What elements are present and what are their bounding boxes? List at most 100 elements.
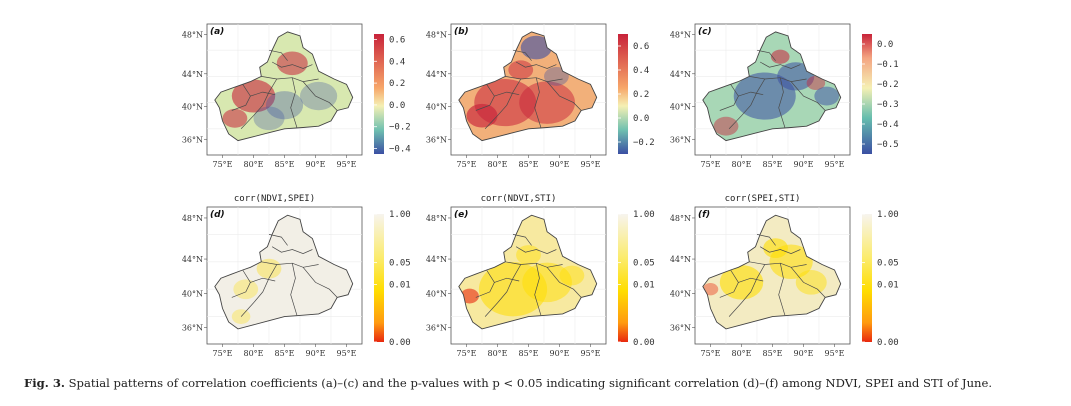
colorbar-tick-label: 0.6 — [389, 35, 405, 45]
lon-tick-label: 85°E — [274, 160, 294, 169]
colorbar-tick-label: −0.5 — [877, 140, 899, 150]
panel-a: (a) 48°N 44°N 40°N 36°N 75°E 80°E 85°E 90°E 95°E 0… — [182, 23, 411, 169]
lon-tick-label: 80°E — [243, 349, 263, 358]
boundary-line — [759, 246, 801, 254]
colorbar — [618, 214, 628, 342]
colorbar — [618, 34, 628, 154]
lat-tick-label: 44°N — [182, 70, 203, 79]
panel-label: (a) — [210, 27, 224, 37]
colorbar-tick-label: 1.00 — [633, 210, 655, 220]
boundary-line — [738, 91, 764, 97]
boundary-line — [231, 269, 251, 298]
lon-tick-label: 80°E — [243, 160, 263, 169]
lon-tick-label: 75°E — [212, 160, 232, 169]
lat-tick-label: 40°N — [426, 289, 447, 298]
colorbar-tick-label: 0.01 — [633, 280, 655, 290]
panel-label: (f) — [698, 210, 710, 220]
boundary-line — [512, 49, 532, 61]
pattern-patch — [233, 279, 259, 300]
boundary-line — [515, 246, 557, 254]
colorbar-tick-label: 0.4 — [389, 57, 405, 67]
boundary-line — [790, 81, 826, 111]
boundary-line — [231, 84, 251, 111]
lat-tick-label: 40°N — [426, 103, 447, 112]
lat-tick-label: 36°N — [182, 324, 203, 333]
lat-tick-label: 40°N — [670, 289, 691, 298]
pattern-patch — [222, 108, 248, 128]
colorbar-tick-label: 0.2 — [389, 79, 405, 89]
region-outline — [458, 31, 598, 142]
colorbar-tick-label: 1.00 — [389, 210, 411, 220]
boundary-line — [719, 269, 739, 298]
region-outline — [458, 214, 598, 330]
colorbar-tick-label: 0.01 — [877, 280, 899, 290]
colorbar-tick-label: 0.0 — [877, 40, 893, 50]
lon-tick-label: 75°E — [700, 160, 720, 169]
boundary-line — [534, 77, 542, 128]
boundary-line — [475, 269, 495, 298]
boundary-line — [546, 267, 582, 298]
pattern-patch — [733, 72, 796, 120]
lon-tick-label: 75°E — [212, 349, 232, 358]
boundary-line — [494, 91, 520, 97]
panel-b: (b) 48°N 44°N 40°N 36°N 75°E 80°E 85°E 90°E 95°E 0… — [426, 23, 655, 169]
region-outline — [214, 214, 354, 330]
colorbar-tick-label: −0.3 — [877, 100, 899, 110]
lat-tick-label: 48°N — [670, 214, 691, 223]
boundary-line — [268, 234, 288, 246]
region-outline — [702, 31, 842, 142]
panel-f: corr(SPEI,STI) (f) 48°N 44°N 40°N 36°N 75°E 80°… — [670, 194, 899, 358]
region-outline — [702, 214, 842, 330]
lat-tick-label: 48°N — [182, 30, 203, 39]
lon-tick-label: 95°E — [580, 160, 600, 169]
colorbar-tick-label: 0.05 — [389, 259, 411, 269]
boundary-line — [475, 84, 495, 111]
lon-tick-label: 95°E — [824, 349, 844, 358]
lon-tick-label: 75°E — [456, 349, 476, 358]
pattern-patch — [522, 262, 572, 303]
pattern-patch — [466, 103, 498, 128]
lat-tick-label: 40°N — [182, 103, 203, 112]
boundary-line — [494, 277, 520, 283]
colorbar-tick-label: −0.2 — [389, 123, 411, 133]
lon-tick-label: 75°E — [700, 349, 720, 358]
region-fill — [214, 215, 353, 329]
panel-c: (c) 48°N 44°N 40°N 36°N 75°E 80°E 85°E 90°E 95°E 0… — [670, 23, 899, 169]
region-fill — [702, 215, 841, 329]
lon-tick-label: 95°E — [336, 349, 356, 358]
boundary-line — [728, 264, 766, 317]
pattern-layer — [460, 245, 585, 317]
pattern-patch — [519, 81, 575, 124]
panel-label: (e) — [454, 210, 468, 220]
lat-tick-label: 40°N — [670, 103, 691, 112]
pattern-patch — [300, 81, 338, 111]
pattern-patch — [508, 60, 534, 80]
pattern-patch — [770, 49, 790, 64]
boundary-line — [719, 84, 739, 111]
boundary-line — [271, 61, 313, 69]
panel-title: corr(SPEI,STI) — [725, 194, 801, 204]
panel-d: corr(NDVI,SPEI) (d) 48°N 44°N 40°N 36°N 75°E 80… — [182, 194, 411, 358]
boundary-line — [484, 264, 522, 317]
colorbar — [862, 214, 872, 342]
pattern-layer — [702, 238, 827, 300]
region-outline — [214, 31, 354, 142]
panel-label: (c) — [698, 27, 712, 37]
region-fill — [214, 31, 353, 141]
boundary-line — [515, 61, 557, 69]
pattern-patch — [713, 116, 739, 136]
boundary-line — [484, 78, 522, 130]
lon-tick-label: 80°E — [731, 349, 751, 358]
lat-tick-label: 44°N — [426, 255, 447, 264]
boundary-line — [240, 264, 278, 317]
colorbar-tick-label: −0.1 — [877, 60, 899, 70]
pattern-patch — [814, 86, 840, 106]
lon-tick-label: 80°E — [731, 160, 751, 169]
pattern-patch — [520, 35, 552, 60]
boundary-line — [738, 277, 764, 283]
panel-label: (d) — [210, 210, 225, 220]
panel-title: corr(NDVI,SPEI) — [234, 194, 315, 204]
boundary-line — [778, 77, 786, 128]
lon-tick-label: 90°E — [793, 160, 813, 169]
lat-tick-label: 48°N — [670, 30, 691, 39]
